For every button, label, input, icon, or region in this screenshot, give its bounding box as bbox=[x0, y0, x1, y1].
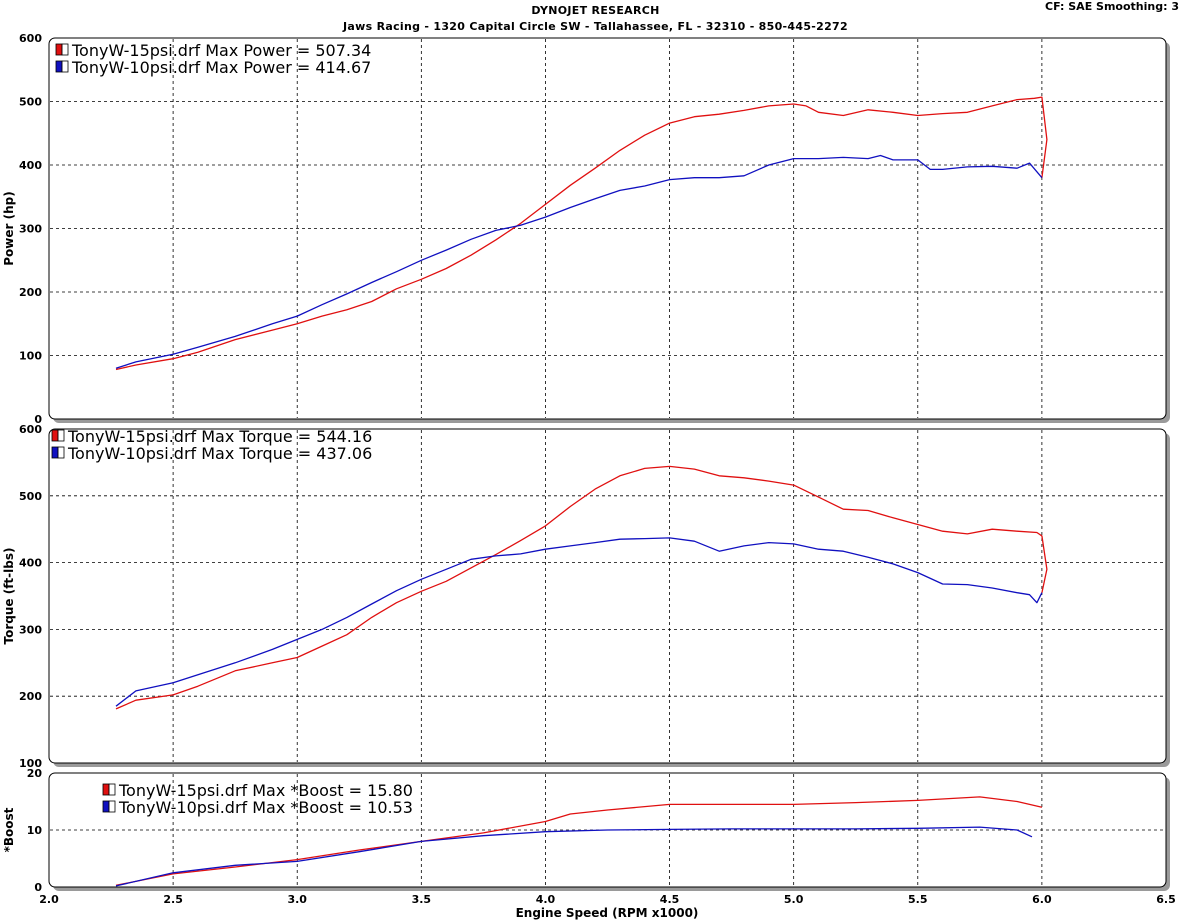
y-tick-label: 400 bbox=[19, 557, 42, 570]
legend-swatch-10psi bbox=[51, 446, 59, 459]
legend-label-15psi: TonyW-15psi.drf Max Power = 507.34 bbox=[71, 41, 371, 60]
legend-label-15psi: TonyW-15psi.drf Max *Boost = 15.80 bbox=[118, 781, 413, 800]
y-tick-label: 0 bbox=[34, 881, 42, 894]
x-tick-label: 6.5 bbox=[1156, 893, 1176, 906]
legend-swatch-highlight bbox=[108, 800, 116, 813]
y-tick-label: 100 bbox=[19, 757, 42, 770]
x-tick-label: 3.0 bbox=[287, 893, 307, 906]
legend-swatch-highlight bbox=[108, 783, 116, 796]
x-tick-label: 4.5 bbox=[660, 893, 680, 906]
series-line-10psi bbox=[115, 537, 1043, 707]
legend-label-10psi: TonyW-10psi.drf Max Power = 414.67 bbox=[71, 58, 371, 77]
y-tick-label: 200 bbox=[19, 690, 42, 703]
y-tick-label: 300 bbox=[19, 623, 42, 636]
y-tick-label: 200 bbox=[19, 286, 42, 299]
y-tick-label: 0 bbox=[34, 413, 42, 426]
legend-swatch-15psi bbox=[55, 43, 63, 56]
legend-swatch-10psi bbox=[102, 800, 110, 813]
series-line-15psi bbox=[115, 796, 1043, 886]
y-tick-label: 300 bbox=[19, 223, 42, 236]
legend-swatch-highlight bbox=[57, 429, 65, 442]
x-tick-label: 2.5 bbox=[163, 893, 183, 906]
settings-label: CF: SAE Smoothing: 3 bbox=[1045, 0, 1179, 13]
x-tick-label: 3.5 bbox=[412, 893, 432, 906]
x-tick-label: 5.5 bbox=[908, 893, 928, 906]
x-axis-label: Engine Speed (RPM x1000) bbox=[516, 906, 699, 920]
chart-panel-3: 0 10 20 *Boost TonyW-15psi.drf Max *Boost = … bbox=[2, 767, 1176, 920]
legend-swatch-15psi bbox=[102, 783, 110, 796]
series-line-10psi bbox=[115, 826, 1033, 887]
y-tick-label: 400 bbox=[19, 159, 42, 172]
legend-swatch-highlight bbox=[61, 43, 69, 56]
chart-panel-2: 100 200 300 400 500 600 Torque (ft-lbs) TonyW-1… bbox=[2, 423, 1170, 770]
y-axis-label: *Boost bbox=[2, 807, 16, 852]
x-tick-label: 5.0 bbox=[784, 893, 804, 906]
legend-label-15psi: TonyW-15psi.drf Max Torque = 544.16 bbox=[67, 427, 372, 446]
series-line-10psi bbox=[115, 154, 1043, 369]
plot-frame bbox=[48, 37, 1167, 420]
x-tick-label: 4.0 bbox=[536, 893, 556, 906]
legend-swatch-10psi bbox=[55, 60, 63, 73]
y-axis-label: Power (hp) bbox=[2, 191, 16, 265]
legend-swatch-highlight bbox=[57, 446, 65, 459]
legend-swatch-highlight bbox=[61, 60, 69, 73]
y-tick-label: 10 bbox=[27, 824, 43, 837]
y-tick-label: 600 bbox=[19, 32, 42, 45]
chart-title: DYNOJET RESEARCH bbox=[531, 4, 660, 17]
y-axis-label: Torque (ft-lbs) bbox=[2, 548, 16, 645]
legend-label-10psi: TonyW-10psi.drf Max *Boost = 10.53 bbox=[118, 798, 413, 817]
series-line-15psi bbox=[115, 465, 1048, 710]
series-line-15psi bbox=[115, 96, 1048, 371]
plot-frame bbox=[48, 428, 1167, 764]
x-tick-label: 2.0 bbox=[39, 893, 59, 906]
y-tick-label: 500 bbox=[19, 490, 42, 503]
y-tick-label: 600 bbox=[19, 423, 42, 436]
legend-label-10psi: TonyW-10psi.drf Max Torque = 437.06 bbox=[67, 444, 372, 463]
y-tick-label: 20 bbox=[27, 767, 43, 780]
chart-subtitle: Jaws Racing - 1320 Capital Circle SW - T… bbox=[343, 20, 848, 33]
x-tick-label: 6.0 bbox=[1032, 893, 1052, 906]
y-tick-label: 500 bbox=[19, 96, 42, 109]
chart-panel-1: 0 100 200 300 400 500 600 Power (hp) TonyW-15psi… bbox=[2, 32, 1170, 426]
y-tick-label: 100 bbox=[19, 350, 42, 363]
legend-swatch-15psi bbox=[51, 429, 59, 442]
